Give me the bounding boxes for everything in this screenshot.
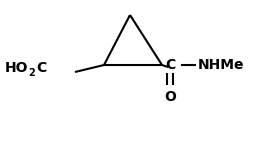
Text: C: C: [36, 61, 46, 75]
Text: HO: HO: [5, 61, 28, 75]
Text: NHMe: NHMe: [198, 58, 245, 72]
Text: O: O: [164, 90, 176, 104]
Text: C: C: [165, 58, 175, 72]
Text: 2: 2: [28, 68, 35, 78]
